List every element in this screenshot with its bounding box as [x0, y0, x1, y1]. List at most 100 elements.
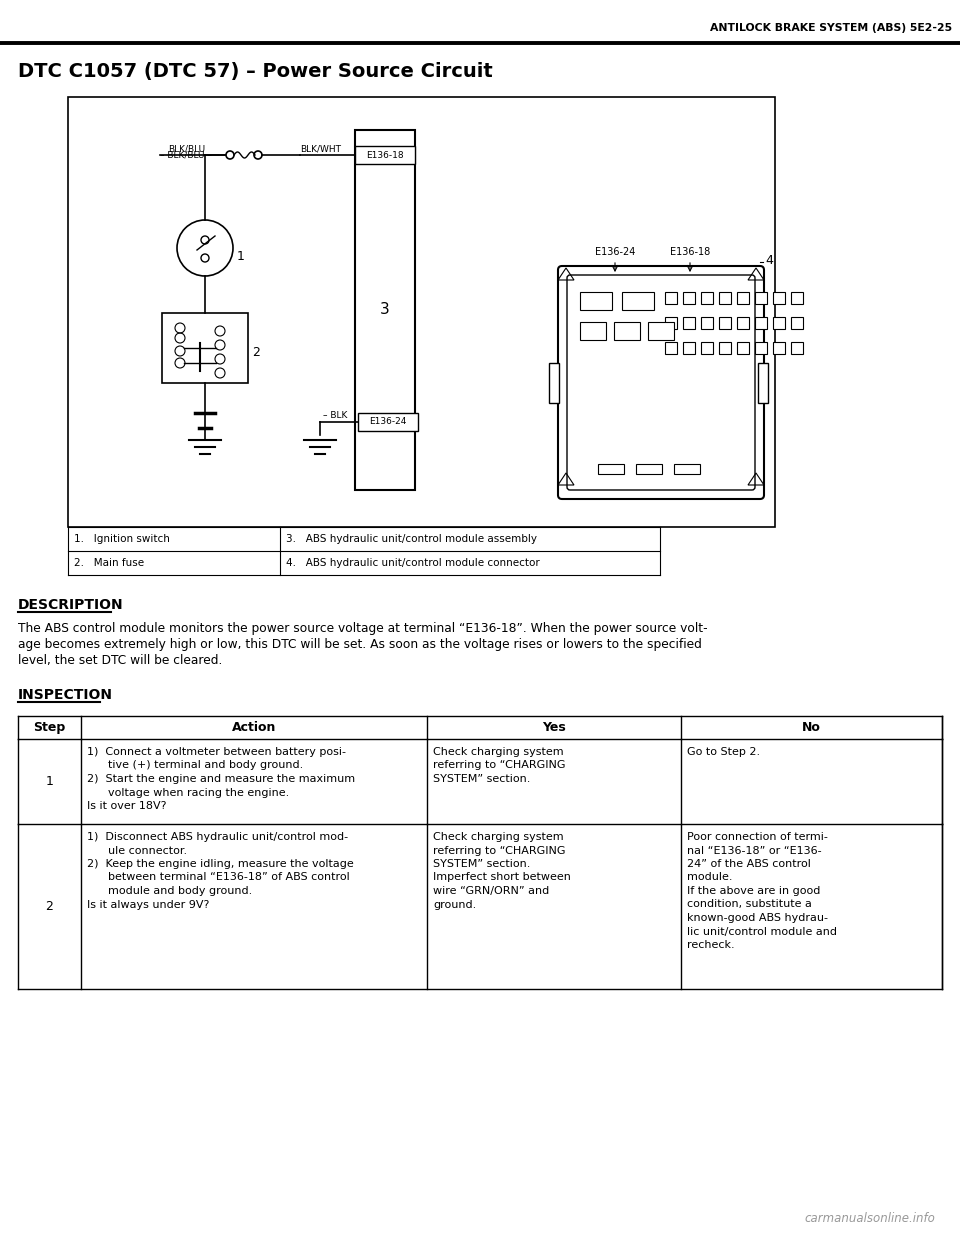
- Text: 1)  Connect a voltmeter between battery posi-: 1) Connect a voltmeter between battery p…: [86, 747, 346, 757]
- Text: module and body ground.: module and body ground.: [86, 885, 252, 897]
- Text: Is it always under 9V?: Is it always under 9V?: [86, 899, 209, 909]
- Text: wire “GRN/ORN” and: wire “GRN/ORN” and: [433, 885, 549, 897]
- Bar: [719, 342, 731, 354]
- Text: Step: Step: [34, 721, 65, 734]
- Text: condition, substitute a: condition, substitute a: [687, 899, 812, 909]
- Bar: [791, 342, 803, 354]
- Text: Check charging system: Check charging system: [433, 832, 564, 842]
- Bar: [755, 342, 767, 354]
- Bar: [358, 412, 418, 431]
- Text: level, the set DTC will be cleared.: level, the set DTC will be cleared.: [18, 655, 223, 667]
- Bar: [665, 291, 677, 304]
- Text: ground.: ground.: [433, 899, 476, 909]
- Text: module.: module.: [687, 872, 732, 883]
- Text: known-good ABS hydrau-: known-good ABS hydrau-: [687, 913, 828, 923]
- Text: tive (+) terminal and body ground.: tive (+) terminal and body ground.: [86, 761, 303, 771]
- Text: 4.   ABS hydraulic unit/control module connector: 4. ABS hydraulic unit/control module con…: [286, 558, 540, 568]
- Text: E136-18: E136-18: [366, 151, 404, 159]
- Bar: [622, 291, 654, 310]
- FancyBboxPatch shape: [558, 266, 764, 499]
- Bar: [773, 317, 785, 329]
- Text: referring to “CHARGING: referring to “CHARGING: [433, 846, 565, 856]
- Text: Poor connection of termi-: Poor connection of termi-: [687, 832, 828, 842]
- Text: voltage when racing the engine.: voltage when racing the engine.: [86, 788, 289, 798]
- Text: referring to “CHARGING: referring to “CHARGING: [433, 761, 565, 771]
- Text: Go to Step 2.: Go to Step 2.: [687, 747, 760, 757]
- Text: ANTILOCK BRAKE SYSTEM (ABS) 5E2-25: ANTILOCK BRAKE SYSTEM (ABS) 5E2-25: [709, 23, 952, 33]
- Bar: [791, 317, 803, 329]
- Bar: [737, 291, 749, 304]
- Bar: [773, 291, 785, 304]
- Bar: [701, 317, 713, 329]
- Text: INSPECTION: INSPECTION: [18, 688, 113, 701]
- Bar: [755, 317, 767, 329]
- Text: SYSTEM” section.: SYSTEM” section.: [433, 774, 531, 784]
- Bar: [636, 464, 662, 474]
- Text: carmanualsonline.info: carmanualsonline.info: [804, 1212, 935, 1224]
- Bar: [598, 464, 624, 474]
- Bar: [614, 322, 640, 340]
- Bar: [355, 146, 415, 164]
- Bar: [549, 363, 559, 403]
- Bar: [755, 291, 767, 304]
- Text: DESCRIPTION: DESCRIPTION: [18, 598, 124, 613]
- Text: 1.   Ignition switch: 1. Ignition switch: [74, 534, 170, 543]
- Text: No: No: [803, 721, 821, 734]
- Bar: [665, 342, 677, 354]
- Text: between terminal “E136-18” of ABS control: between terminal “E136-18” of ABS contro…: [86, 872, 349, 883]
- Bar: [580, 291, 612, 310]
- Text: E136-24: E136-24: [370, 417, 407, 426]
- Text: 2: 2: [252, 347, 260, 359]
- Bar: [683, 317, 695, 329]
- Text: 1: 1: [237, 249, 245, 263]
- Bar: [719, 291, 731, 304]
- Text: recheck.: recheck.: [687, 940, 735, 950]
- Text: The ABS control module monitors the power source voltage at terminal “E136-18”. : The ABS control module monitors the powe…: [18, 622, 708, 635]
- Text: 1: 1: [45, 776, 54, 788]
- Bar: [648, 322, 674, 340]
- Text: 2)  Keep the engine idling, measure the voltage: 2) Keep the engine idling, measure the v…: [86, 860, 353, 869]
- Text: nal “E136-18” or “E136-: nal “E136-18” or “E136-: [687, 846, 822, 856]
- Text: E136-24: E136-24: [595, 247, 636, 257]
- Text: BLK/WHT: BLK/WHT: [300, 144, 341, 154]
- Bar: [683, 291, 695, 304]
- Text: – BLK: – BLK: [323, 411, 348, 420]
- Text: Is it over 18V?: Is it over 18V?: [86, 802, 166, 811]
- Text: Check charging system: Check charging system: [433, 747, 564, 757]
- Bar: [773, 342, 785, 354]
- Text: ule connector.: ule connector.: [86, 846, 187, 856]
- Bar: [674, 464, 700, 474]
- Text: 4: 4: [765, 253, 773, 267]
- Text: Yes: Yes: [542, 721, 566, 734]
- Bar: [683, 342, 695, 354]
- Text: 2: 2: [45, 900, 54, 913]
- Text: age becomes extremely high or low, this DTC will be set. As soon as the voltage : age becomes extremely high or low, this …: [18, 638, 702, 651]
- Bar: [737, 342, 749, 354]
- Bar: [737, 317, 749, 329]
- Bar: [701, 291, 713, 304]
- Text: 3.   ABS hydraulic unit/control module assembly: 3. ABS hydraulic unit/control module ass…: [286, 534, 537, 543]
- Text: SYSTEM” section.: SYSTEM” section.: [433, 860, 531, 869]
- Text: E136-18: E136-18: [670, 247, 710, 257]
- Bar: [665, 317, 677, 329]
- Text: – BLK/BLU –: – BLK/BLU –: [160, 151, 212, 159]
- Bar: [355, 130, 415, 490]
- Bar: [758, 363, 768, 403]
- Bar: [701, 342, 713, 354]
- Text: 24” of the ABS control: 24” of the ABS control: [687, 860, 811, 869]
- Text: 2.   Main fuse: 2. Main fuse: [74, 558, 144, 568]
- Bar: [580, 322, 606, 340]
- Text: DTC C1057 (DTC 57) – Power Source Circuit: DTC C1057 (DTC 57) – Power Source Circui…: [18, 63, 492, 82]
- Bar: [719, 317, 731, 329]
- Text: If the above are in good: If the above are in good: [687, 885, 821, 897]
- FancyBboxPatch shape: [567, 275, 755, 490]
- Text: BLK/BLU: BLK/BLU: [168, 144, 205, 154]
- Text: Imperfect short between: Imperfect short between: [433, 872, 571, 883]
- Text: 3: 3: [380, 303, 390, 317]
- Bar: [68, 98, 775, 527]
- Text: 2)  Start the engine and measure the maximum: 2) Start the engine and measure the maxi…: [86, 774, 355, 784]
- Bar: [791, 291, 803, 304]
- Text: Action: Action: [232, 721, 276, 734]
- Text: lic unit/control module and: lic unit/control module and: [687, 926, 837, 936]
- Bar: [162, 312, 248, 383]
